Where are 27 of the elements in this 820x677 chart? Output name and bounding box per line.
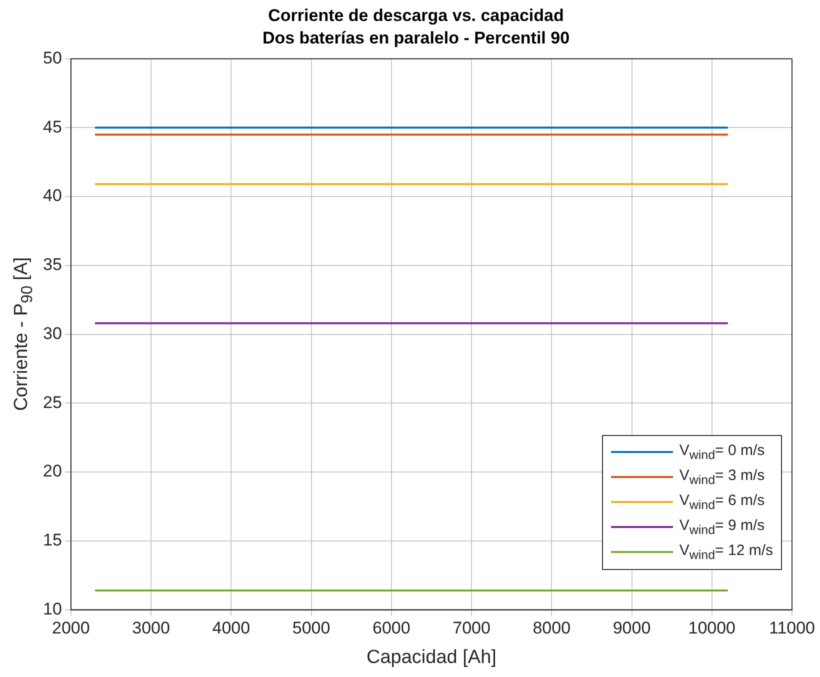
x-tick-label: 8000 bbox=[532, 618, 571, 638]
x-tick-label: 10000 bbox=[688, 618, 736, 638]
x-tick-label: 3000 bbox=[132, 618, 170, 638]
y-tick-label: 45 bbox=[42, 117, 62, 136]
y-tick-label: 40 bbox=[42, 186, 62, 206]
legend-label: V$_{wind}$= 6 m/s bbox=[679, 492, 765, 512]
y-tick-label: 25 bbox=[42, 392, 62, 412]
legend-label: V$_{wind}$= 9 m/s bbox=[679, 517, 765, 538]
y-tick-label: 10 bbox=[42, 599, 62, 618]
chart-title: Corriente de descarga vs. capacidad bbox=[268, 6, 564, 25]
chart-subtitle: Dos baterías en paralelo - Percentil 90 bbox=[262, 28, 570, 48]
x-tick-label: 6000 bbox=[372, 618, 410, 638]
legend-label: V$_{wind}$= 3 m/s bbox=[679, 467, 765, 488]
legend-label: V$_{wind}$= 12 m/s bbox=[679, 542, 773, 562]
x-tick-label: 4000 bbox=[212, 618, 250, 638]
y-tick-label: 50 bbox=[42, 48, 62, 68]
x-tick-label: 2000 bbox=[52, 618, 90, 638]
y-tick-label: 35 bbox=[42, 255, 62, 274]
x-axis-title: Capacidad [Ah] bbox=[366, 646, 496, 668]
x-tick-label: 9000 bbox=[612, 618, 651, 638]
y-tick-label: 30 bbox=[42, 324, 62, 343]
x-tick-label: 11000 bbox=[768, 618, 816, 638]
legend-label: V$_{wind}$= 0 m/s bbox=[679, 442, 765, 462]
x-tick-label: 5000 bbox=[292, 618, 330, 638]
x-tick-label: 7000 bbox=[452, 618, 490, 638]
y-tick-label: 15 bbox=[42, 530, 62, 550]
y-tick-label: 20 bbox=[42, 462, 62, 481]
